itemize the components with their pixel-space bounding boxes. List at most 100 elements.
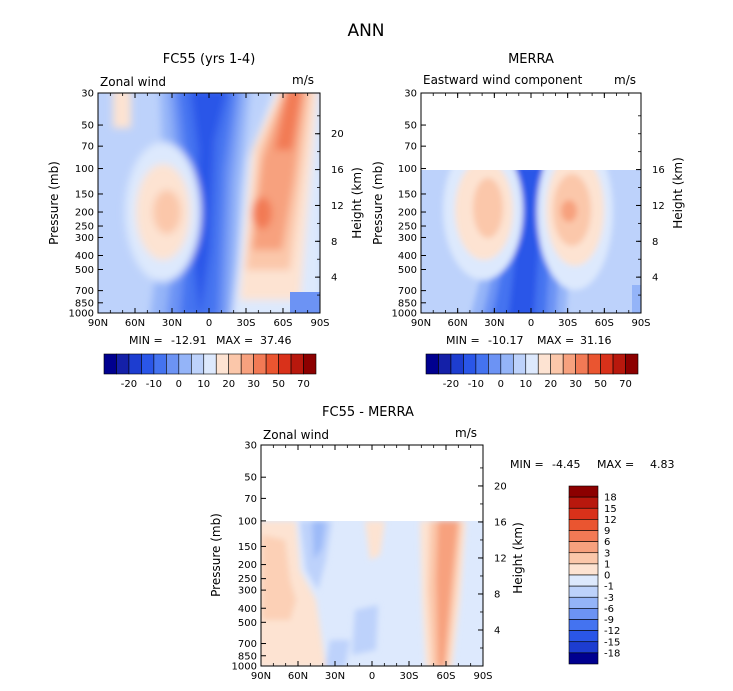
colorbar-box <box>568 585 599 598</box>
colorbar-box <box>568 541 599 554</box>
colorbar-box <box>178 353 192 375</box>
x-tick-label: 60N <box>448 318 468 329</box>
y2-tick-label: 20 <box>331 129 344 140</box>
colorbar-box <box>240 353 254 375</box>
x-tick-label: 90S <box>310 318 329 329</box>
colorbar-label: 18 <box>604 493 617 504</box>
panel-merra-field <box>421 170 641 313</box>
y-tick-label: 30 <box>81 89 94 100</box>
panel-diff-max: 4.83 <box>650 458 675 471</box>
y-tick-label: 850 <box>75 298 94 309</box>
y-tick-label: 500 <box>75 265 94 276</box>
colorbar-box <box>537 353 552 375</box>
y-tick-label: 70 <box>81 142 94 153</box>
colorbar-box <box>425 353 439 375</box>
colorbar-label: -9 <box>604 615 614 626</box>
y2-tick-label: 8 <box>331 237 337 248</box>
x-tick-label: 60N <box>288 671 308 682</box>
figure-title: ANN <box>347 21 384 41</box>
panel-merra-min-label: MIN = <box>446 334 480 347</box>
colorbar-box <box>568 641 599 654</box>
y-tick-label: 850 <box>238 651 257 662</box>
colorbar-label: -15 <box>604 637 620 648</box>
panel-diff-units: m/s <box>455 426 477 440</box>
colorbar-label: 9 <box>604 526 610 537</box>
panel-merra-title: MERRA <box>508 52 554 67</box>
x-tick-label: 0 <box>369 671 375 682</box>
panel-merra-axes: 90N 60N 30N 0 30S 60S 90S 30 50 70 100 150 200 250300… <box>392 89 665 330</box>
panel-diff: FC55 - MERRA Zonal wind m/s 90N 60N 30N 0 30… <box>209 405 675 682</box>
panel-fc55-min-label: MIN = <box>129 334 163 347</box>
x-tick-label: 0 <box>528 318 534 329</box>
panel-diff-min-label: MIN = <box>510 458 544 471</box>
colorbar-label: 70 <box>619 379 632 390</box>
panel-diff-ylabel: Pressure (mb) <box>209 513 223 597</box>
colorbar-label: 30 <box>569 379 582 390</box>
colorbar-box <box>568 485 599 498</box>
y-tick-label: 70 <box>404 142 417 153</box>
colorbar-box <box>568 574 599 587</box>
colorbar-box <box>568 507 599 520</box>
y-tick-label: 500 <box>238 618 257 629</box>
y2-tick-label: 4 <box>494 625 500 636</box>
y-tick-label: 30 <box>404 89 417 100</box>
colorbar-label: 50 <box>272 379 285 390</box>
colorbar-label: 12 <box>604 515 617 526</box>
colorbar-box <box>568 496 599 509</box>
panel-diff-title: FC55 - MERRA <box>322 405 414 420</box>
panel-merra-ylabel: Pressure (mb) <box>371 161 385 245</box>
x-tick-label: 60N <box>125 318 145 329</box>
y-tick-label: 300 <box>398 233 417 244</box>
colorbar-box <box>278 353 292 375</box>
panel-diff-y2label: Height (km) <box>511 522 525 593</box>
colorbar-box <box>568 596 599 609</box>
y-tick-label: 70 <box>244 494 257 505</box>
colorbar-box <box>568 619 599 631</box>
colorbar-box <box>575 353 589 375</box>
colorbar-box <box>463 353 477 375</box>
x-tick-label: 30S <box>399 671 418 682</box>
y-tick-label: 50 <box>81 121 94 132</box>
y-tick-label: 200 <box>398 208 417 219</box>
colorbar-label: -20 <box>121 379 137 390</box>
x-tick-label: 30N <box>484 318 504 329</box>
colorbar-box <box>153 353 167 375</box>
y-tick-label: 50 <box>244 473 257 484</box>
y2-tick-label: 16 <box>331 165 344 176</box>
panel-diff-min: -4.45 <box>552 458 580 471</box>
x-tick-label: 30N <box>325 671 345 682</box>
colorbar-label: -20 <box>443 379 459 390</box>
colorbar-box <box>450 353 464 375</box>
panel-merra-variable: Eastward wind component <box>423 73 583 87</box>
colorbar-label: 6 <box>604 537 610 548</box>
colorbar-box <box>265 353 279 375</box>
x-tick-label: 60S <box>436 671 455 682</box>
y-tick-label: 1000 <box>232 662 257 673</box>
colorbar-box <box>600 353 614 375</box>
y2-tick-label: 16 <box>494 517 507 528</box>
panel-fc55-field <box>98 93 320 313</box>
colorbar-box <box>568 608 599 620</box>
y-tick-label: 200 <box>75 208 94 219</box>
colorbar-box <box>141 353 155 375</box>
x-tick-label: 60S <box>595 318 614 329</box>
colorbar-box <box>488 353 502 375</box>
y-tick-label: 1000 <box>69 309 94 320</box>
y-tick-label: 300 <box>238 586 257 597</box>
colorbar-label: -10 <box>468 379 484 390</box>
colorbar-box <box>568 519 599 531</box>
colorbar-box <box>568 652 599 665</box>
colorbar-box <box>475 353 489 375</box>
panel-fc55-title: FC55 (yrs 1-4) <box>163 52 256 67</box>
colorbar-label: 10 <box>197 379 210 390</box>
y-tick-label: 400 <box>75 251 94 262</box>
y2-tick-label: 4 <box>331 273 337 284</box>
colorbar-label: 15 <box>604 504 617 515</box>
colorbar-box <box>562 353 576 375</box>
x-tick-label: 30S <box>236 318 255 329</box>
colorbar-box <box>568 552 599 565</box>
y-tick-label: 850 <box>398 298 417 309</box>
y-tick-label: 200 <box>238 560 257 571</box>
y2-tick-label: 20 <box>494 481 507 492</box>
